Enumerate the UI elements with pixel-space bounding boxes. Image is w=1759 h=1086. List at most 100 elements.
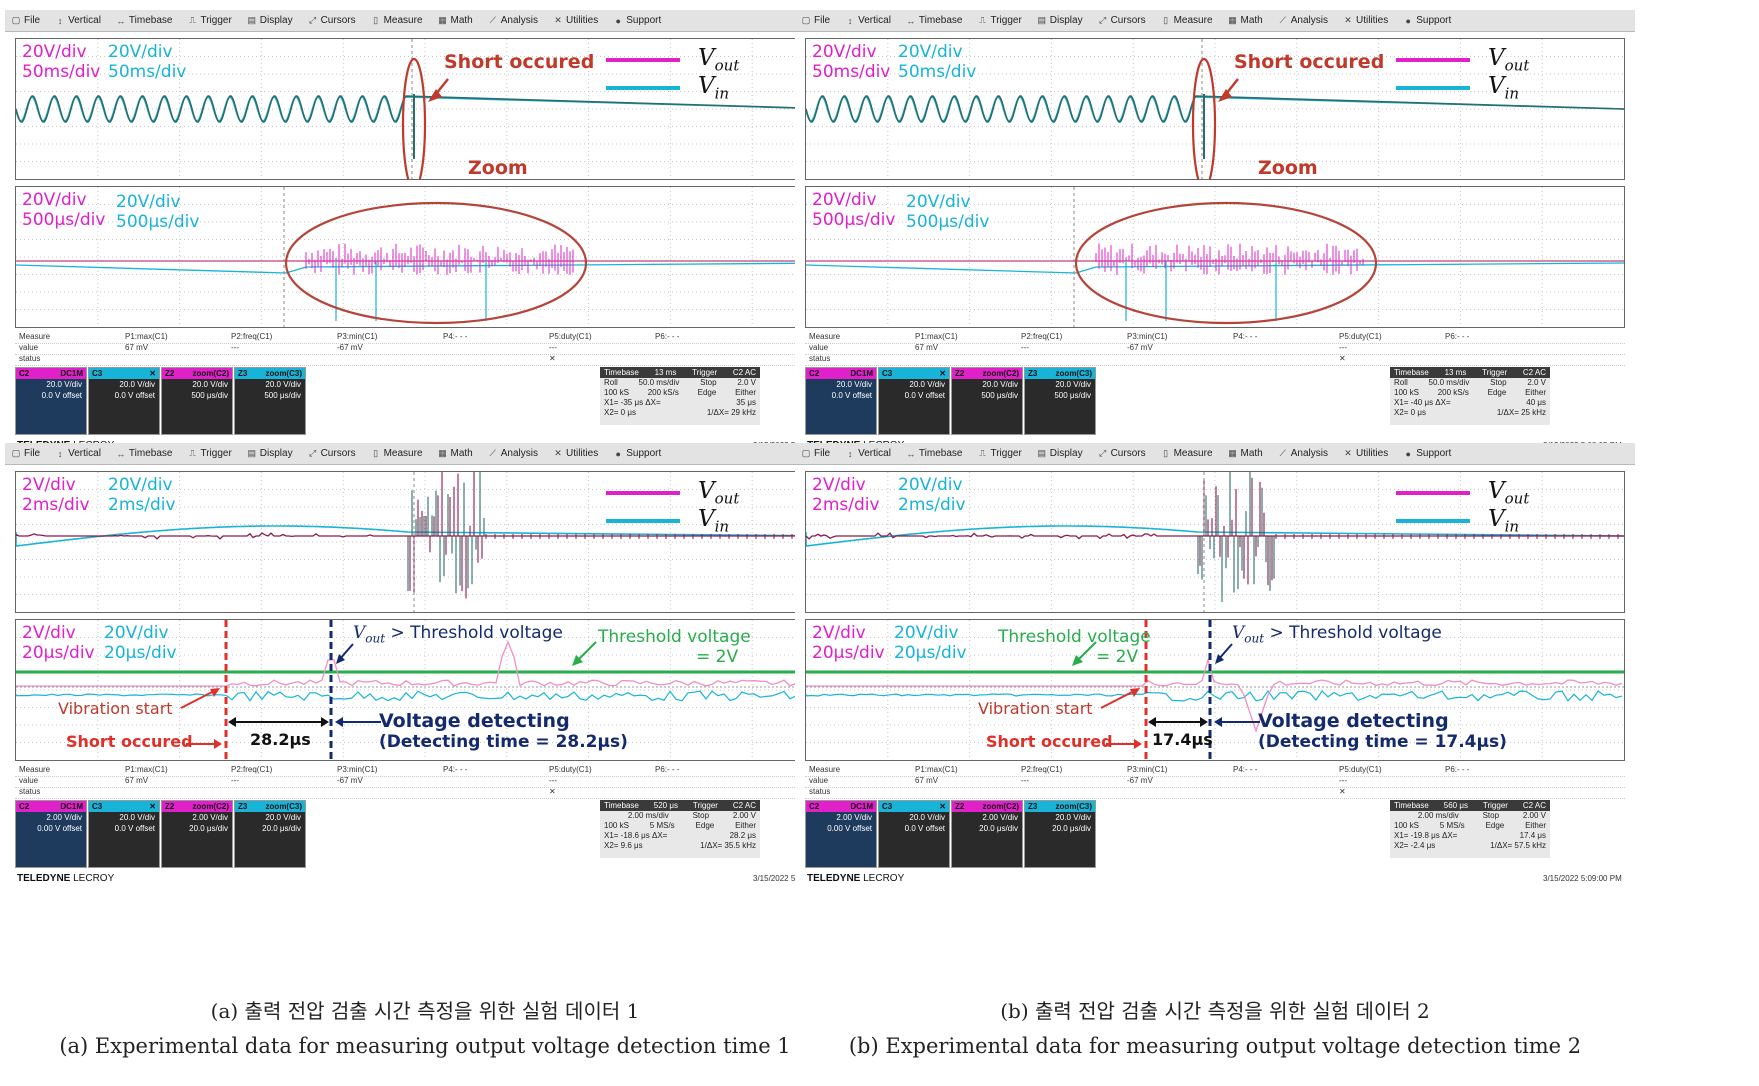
- menu-support[interactable]: ● Support: [613, 15, 662, 26]
- channel-descriptor-c3[interactable]: C3 ✕ 20.0 V/div 0.0 V offset: [878, 367, 950, 435]
- channel-descriptor-c2[interactable]: C2 DC1M 20.0 V/div 0.0 V offset: [805, 367, 877, 435]
- menu-vertical[interactable]: ↕ Vertical: [55, 15, 101, 26]
- measure-header-cell: P6:- - -: [655, 332, 680, 341]
- menu-label: Cursors: [320, 15, 356, 26]
- teledyne-lecroy-logo: TELEDYNE LECROY: [807, 873, 904, 884]
- menu-cursors[interactable]: ⤢ Cursors: [308, 448, 356, 459]
- trigger-mode: C2 AC: [1522, 801, 1546, 810]
- menu-analysis[interactable]: ⟋ Analysis: [1278, 448, 1328, 459]
- menu-trigger[interactable]: ⎍ Trigger: [977, 15, 1021, 26]
- channel-descriptor-z2[interactable]: Z2 zoom(C2) 2.00 V/div 20.0 μs/div: [951, 800, 1023, 868]
- menu-display[interactable]: ▤ Display: [247, 15, 293, 26]
- menu-timebase[interactable]: ↔ Timebase: [906, 448, 962, 459]
- menu-cursors[interactable]: ⤢ Cursors: [1098, 15, 1146, 26]
- menu-math[interactable]: ▦ Math: [1228, 15, 1263, 26]
- menu-display[interactable]: ▤ Display: [1037, 15, 1083, 26]
- caption-a: (a) 출력 전압 검출 시간 측정을 위한 실험 데이터 1 (a) Exper…: [5, 995, 845, 1058]
- menu-file[interactable]: ▢ File: [801, 448, 830, 459]
- voltage-detecting-label: Voltage detecting: [1258, 710, 1449, 732]
- vin-legend-label: Vin: [698, 506, 729, 536]
- menu-support[interactable]: ● Support: [1403, 448, 1452, 459]
- cursor-row-2: X2= 0 μs 1/ΔX= 25 kHz: [1390, 408, 1550, 418]
- timebase-trigger-box[interactable]: Timebase 13 ms Trigger C2 AC Roll 50.0 ms/div…: [1390, 367, 1550, 425]
- channel-descriptor-c3[interactable]: C3 ✕ 20.0 V/div 0.0 V offset: [88, 800, 160, 868]
- measure-status-cell: ✕: [549, 354, 556, 363]
- menu-utilities[interactable]: ✕ Utilities: [553, 15, 598, 26]
- vin-tdiv-label: 2ms/div: [108, 495, 176, 515]
- timebase-cell: 100 kS: [1394, 388, 1419, 397]
- menu-vertical[interactable]: ↕ Vertical: [845, 15, 891, 26]
- timebase-cell: 100 kS: [1394, 821, 1419, 830]
- timebase-trigger-box[interactable]: Timebase 13 ms Trigger C2 AC Roll 50.0 ms/div…: [600, 367, 760, 425]
- cursor-row-2: X2= 9.6 μs 1/ΔX= 35.5 kHz: [600, 841, 760, 851]
- channel-descriptor-z2[interactable]: Z2 zoom(C2) 20.0 V/div 500 μs/div: [951, 367, 1023, 435]
- channel-descriptor-z3[interactable]: Z3 zoom(C3) 20.0 V/div 500 μs/div: [234, 367, 306, 435]
- measure-value-cell: 67 mV: [125, 776, 149, 785]
- menu-math[interactable]: ▦ Math: [438, 15, 473, 26]
- channel-descriptor-c2[interactable]: C2 DC1M 2.00 V/div 0.00 V offset: [15, 800, 87, 868]
- menu-measure[interactable]: ▯ Measure: [1161, 448, 1212, 459]
- brand-name: TELEDYNE: [807, 873, 861, 884]
- menu-analysis[interactable]: ⟋ Analysis: [1278, 15, 1328, 26]
- measure-header-cell: P2:freq(C1): [1021, 332, 1063, 341]
- timebase-cell: Either: [735, 821, 756, 830]
- vout-legend-swatch: [606, 57, 680, 62]
- menu-support[interactable]: ● Support: [613, 448, 662, 459]
- vout-legend-swatch: [606, 490, 680, 495]
- menu-timebase[interactable]: ↔ Timebase: [906, 15, 962, 26]
- menu-analysis[interactable]: ⟋ Analysis: [488, 448, 538, 459]
- menu-vertical[interactable]: ↕ Vertical: [55, 448, 101, 459]
- channel-descriptor-c3[interactable]: C3 ✕ 20.0 V/div 0.0 V offset: [878, 800, 950, 868]
- menu-utilities[interactable]: ✕ Utilities: [1343, 448, 1388, 459]
- channel-descriptor-z2[interactable]: Z2 zoom(C2) 2.00 V/div 20.0 μs/div: [161, 800, 233, 868]
- channel-header: Z3 zoom(C3): [1025, 368, 1095, 379]
- menu-vertical[interactable]: ↕ Vertical: [845, 448, 891, 459]
- menu-file[interactable]: ▢ File: [11, 15, 40, 26]
- menu-file[interactable]: ▢ File: [801, 15, 830, 26]
- math-icon: ▦: [438, 448, 447, 458]
- measure-value-cell: ---: [549, 343, 557, 352]
- menu-measure[interactable]: ▯ Measure: [1161, 15, 1212, 26]
- timebase-cell: Edge: [1485, 821, 1505, 830]
- vout-legend-sub: out: [714, 489, 740, 508]
- menu-utilities[interactable]: ✕ Utilities: [553, 448, 598, 459]
- menu-utilities[interactable]: ✕ Utilities: [1343, 15, 1388, 26]
- channel-descriptor-z2[interactable]: Z2 zoom(C2) 20.0 V/div 500 μs/div: [161, 367, 233, 435]
- menu-cursors[interactable]: ⤢ Cursors: [1098, 448, 1146, 459]
- timebase-cell: Stop: [1490, 378, 1507, 387]
- measure-value-cell: ---: [231, 343, 239, 352]
- menu-cursors[interactable]: ⤢ Cursors: [308, 15, 356, 26]
- channel-descriptor-c2[interactable]: C2 DC1M 20.0 V/div 0.0 V offset: [15, 367, 87, 435]
- trigger-icon: ⎍: [979, 448, 986, 458]
- menu-measure[interactable]: ▯ Measure: [371, 15, 422, 26]
- menu-label: File: [814, 448, 831, 459]
- menu-analysis[interactable]: ⟋ Analysis: [488, 15, 538, 26]
- menu-timebase[interactable]: ↔ Timebase: [116, 448, 172, 459]
- threshold-label: Threshold voltage: [598, 627, 751, 647]
- menu-file[interactable]: ▢ File: [11, 448, 40, 459]
- menu-timebase[interactable]: ↔ Timebase: [116, 15, 172, 26]
- timebase-cell: 2.00 V: [732, 811, 756, 820]
- menu-trigger[interactable]: ⎍ Trigger: [187, 448, 231, 459]
- menu-measure[interactable]: ▯ Measure: [371, 448, 422, 459]
- menu-math[interactable]: ▦ Math: [1228, 448, 1263, 459]
- channel-name: Z2: [955, 369, 965, 378]
- menu-display[interactable]: ▤ Display: [247, 448, 293, 459]
- measure-value-cell: value: [19, 343, 39, 352]
- channel-descriptor-c2[interactable]: C2 DC1M 2.00 V/div 0.00 V offset: [805, 800, 877, 868]
- timebase-trigger-box[interactable]: Timebase 560 μs Trigger C2 AC 2.00 ms/div Sto…: [1390, 800, 1550, 858]
- threshold-label: Threshold voltage: [998, 627, 1151, 647]
- channel-descriptor-c3[interactable]: C3 ✕ 20.0 V/div 0.0 V offset: [88, 367, 160, 435]
- channel-descriptor-z3[interactable]: Z3 zoom(C3) 20.0 V/div 500 μs/div: [1024, 367, 1096, 435]
- menu-display[interactable]: ▤ Display: [1037, 448, 1083, 459]
- timebase-row-1: Roll 50.0 ms/div Stop 2.0 V: [600, 378, 760, 388]
- menu-label: Display: [1049, 15, 1083, 26]
- timebase-trigger-box[interactable]: Timebase 520 μs Trigger C2 AC 2.00 ms/div Sto…: [600, 800, 760, 858]
- channel-descriptor-z3[interactable]: Z3 zoom(C3) 20.0 V/div 20.0 μs/div: [234, 800, 306, 868]
- menu-trigger[interactable]: ⎍ Trigger: [187, 15, 231, 26]
- channel-descriptor-z3[interactable]: Z3 zoom(C3) 20.0 V/div 20.0 μs/div: [1024, 800, 1096, 868]
- menu-trigger[interactable]: ⎍ Trigger: [977, 448, 1021, 459]
- menu-support[interactable]: ● Support: [1403, 15, 1452, 26]
- menu-math[interactable]: ▦ Math: [438, 448, 473, 459]
- channel-name: C2: [19, 369, 30, 378]
